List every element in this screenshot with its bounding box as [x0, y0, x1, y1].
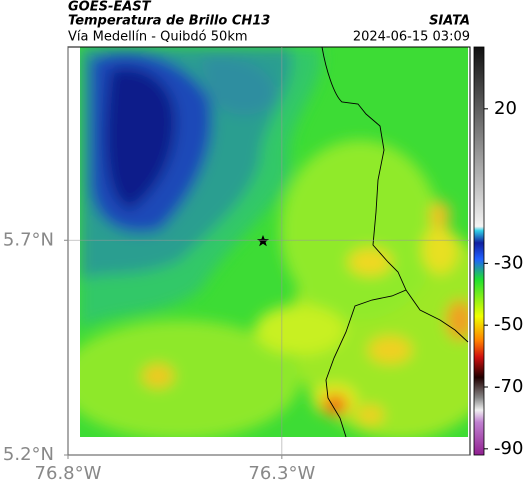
timestamp: 2024-06-15 03:09 [353, 30, 470, 45]
colorbar-tick-label: -90 [494, 438, 523, 459]
brand: SIATA [429, 14, 470, 29]
colorbar [473, 46, 485, 456]
satellite-image [80, 47, 468, 437]
colorbar-tick-label: -50 [494, 314, 523, 335]
source: GOES-EAST [68, 0, 152, 15]
colorbar-tick-label: 20 [494, 98, 517, 119]
subtitle: Vía Medellín - Quibdó 50km [68, 30, 248, 45]
y-tick-label: 5.2°N [3, 444, 54, 465]
borders [321, 46, 469, 438]
x-tick-label: 76.8°W [35, 463, 102, 484]
colorbar-tick-label: -70 [494, 376, 523, 397]
colorbar-tick-label: -30 [494, 252, 523, 273]
x-tick-label: 76.3°W [248, 463, 315, 484]
title: Temperatura de Brillo CH13 [68, 14, 270, 29]
y-tick-label: 5.7°N [3, 229, 54, 250]
